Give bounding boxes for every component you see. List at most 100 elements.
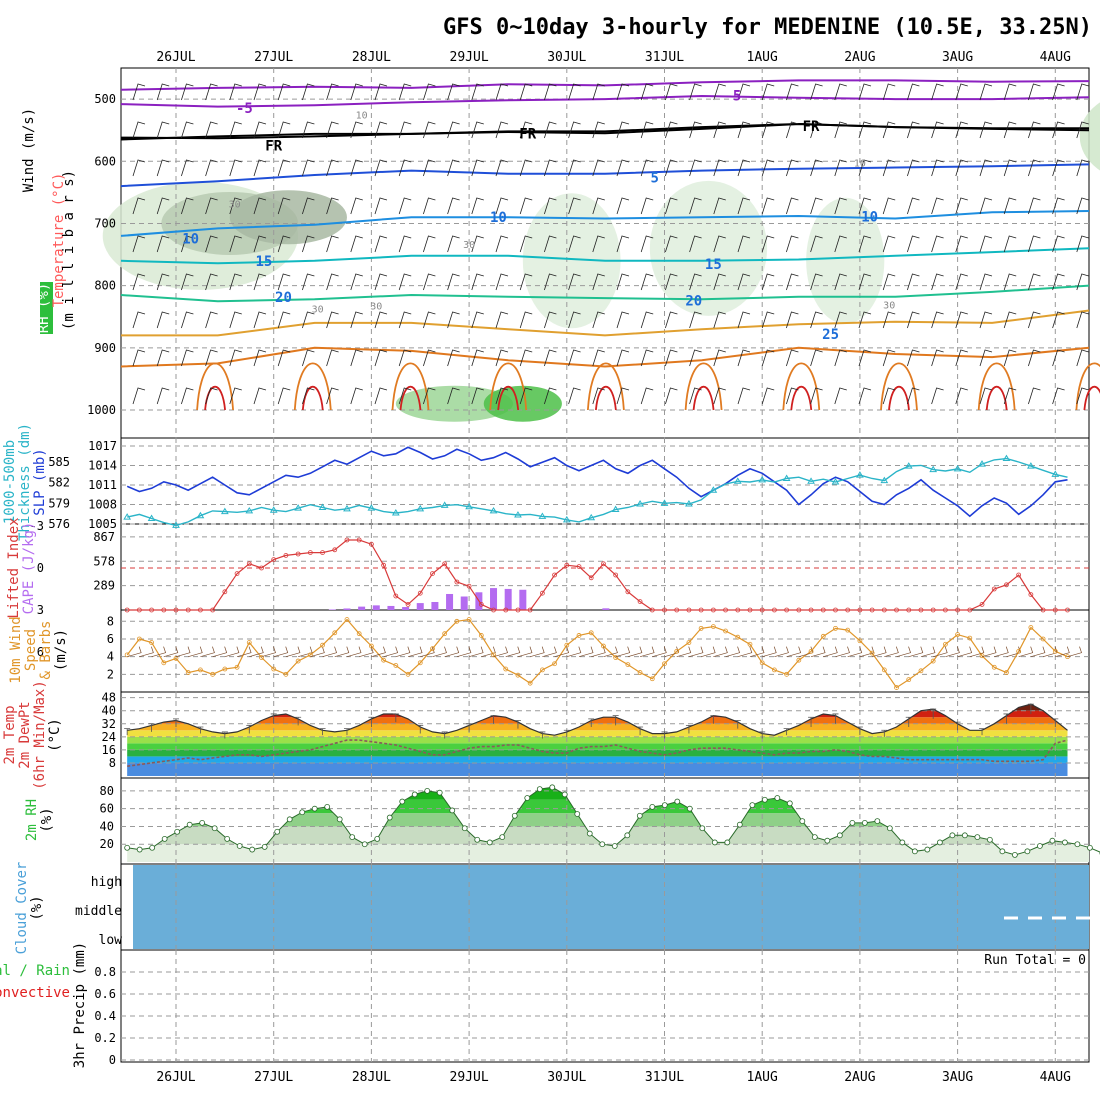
wind-barb xyxy=(519,273,533,291)
wind-barb xyxy=(1052,235,1065,253)
minmax-whisker xyxy=(368,716,375,728)
rh-marker xyxy=(786,800,793,807)
rh-marker xyxy=(399,798,406,805)
lifted-index-marker xyxy=(259,565,264,571)
isotherm-line xyxy=(120,122,1090,140)
cape-tick: 289 xyxy=(93,579,115,593)
rh-marker xyxy=(324,803,331,810)
wind-barb xyxy=(568,121,581,139)
precip-convective-label: Convective xyxy=(0,985,70,1001)
wind-barb xyxy=(640,159,654,177)
rh-tick: 80 xyxy=(100,784,114,798)
wind-barb xyxy=(398,121,412,139)
warm-loop xyxy=(586,362,625,411)
warm-loop xyxy=(684,362,723,411)
thickness-marker xyxy=(147,514,156,521)
temp-axis-label: 2m Temp xyxy=(2,705,18,764)
wind-barb xyxy=(592,273,605,291)
wind-barb xyxy=(447,197,460,215)
lifted-index-marker xyxy=(185,607,191,613)
wind-barb xyxy=(519,349,533,367)
wind-speed-marker xyxy=(1016,648,1022,654)
lifted-index-marker xyxy=(845,607,851,613)
wind-barb xyxy=(689,349,702,367)
lifted-tick: -3 xyxy=(30,519,44,533)
wind-barb xyxy=(132,273,146,291)
cape-bar xyxy=(519,589,527,610)
wind-barb xyxy=(181,273,194,291)
thickness-marker xyxy=(611,505,620,513)
isotherm-label: FR xyxy=(803,119,820,135)
wind-speed-marker xyxy=(747,641,753,647)
lifted-index-marker xyxy=(478,602,484,607)
cape-bar xyxy=(460,596,468,610)
wind-barb xyxy=(398,387,412,405)
wind-barb xyxy=(229,349,242,367)
wind-barb xyxy=(761,387,775,405)
isotherm-label: 25 xyxy=(822,327,839,343)
wind-barb xyxy=(810,311,823,329)
precip-tick: 0 xyxy=(109,1053,116,1067)
wind-barb xyxy=(931,387,944,405)
lifted-index-marker xyxy=(772,607,777,613)
warm-loop xyxy=(293,362,332,411)
wind-barb xyxy=(907,121,920,139)
pressure-tick: 1000 xyxy=(87,403,116,417)
minmax-whisker xyxy=(905,716,912,728)
lifted-index-marker xyxy=(356,537,362,543)
rh-contour-label: 30 xyxy=(883,300,895,311)
minmax-whisker xyxy=(685,724,692,734)
surface-wind-barb xyxy=(334,646,350,657)
wind-speed-marker xyxy=(1052,648,1058,654)
wind-barb xyxy=(810,159,823,177)
lifted-index-marker xyxy=(967,607,973,613)
wind-speed-marker xyxy=(320,642,325,648)
rh-tick: 40 xyxy=(100,819,114,833)
lifted-index-marker xyxy=(368,541,374,547)
wind-speed-marker xyxy=(759,660,765,666)
rh-marker xyxy=(611,843,618,849)
surface-wind-barb xyxy=(957,646,973,657)
wind-barb xyxy=(205,349,218,367)
wind-barb xyxy=(544,159,557,177)
lifted-index-marker xyxy=(723,607,728,613)
wind-barb xyxy=(447,159,460,177)
thickness-marker xyxy=(807,477,815,484)
wind-speed-marker xyxy=(833,625,838,631)
wind-barb xyxy=(858,121,872,139)
lifted-tick: 0 xyxy=(37,561,44,575)
date-label-bottom: 1AUG xyxy=(747,1070,778,1085)
surface-wind-barb xyxy=(383,646,399,657)
wind-barb xyxy=(374,159,388,177)
rh-marker xyxy=(861,819,868,826)
isotherm-label: 15 xyxy=(256,254,273,270)
rh-marker xyxy=(999,848,1006,855)
wind-barb xyxy=(616,121,630,139)
temp-tick: 8 xyxy=(109,756,116,770)
wind-barb xyxy=(423,311,436,329)
date-label-top: 26JUL xyxy=(156,50,195,65)
pressure-tick: 900 xyxy=(94,341,116,355)
wind-barb xyxy=(205,273,218,291)
lifted-index-marker xyxy=(491,607,496,613)
minmax-whisker xyxy=(221,731,228,739)
wind-barb xyxy=(374,83,388,101)
wind-speed-marker xyxy=(430,646,435,652)
surface-wind-barb xyxy=(493,646,508,657)
dewpoint-line xyxy=(127,739,1068,767)
wind-barb xyxy=(761,273,775,291)
date-label-top: 27JUL xyxy=(254,50,293,65)
wind-barb xyxy=(519,311,533,329)
wind-barb xyxy=(737,273,751,291)
wind-barb xyxy=(302,159,315,177)
rh-contour-label: 30 xyxy=(229,200,241,211)
wind-barb xyxy=(713,121,726,139)
wind-barb xyxy=(1076,273,1089,291)
surface-wind-barb xyxy=(749,646,765,657)
wind-barb xyxy=(713,387,726,405)
rh-marker xyxy=(924,846,931,853)
wind-barb xyxy=(858,83,872,101)
wind-barb xyxy=(302,311,315,329)
wind-barb xyxy=(132,311,146,329)
wind-barb xyxy=(132,121,146,139)
